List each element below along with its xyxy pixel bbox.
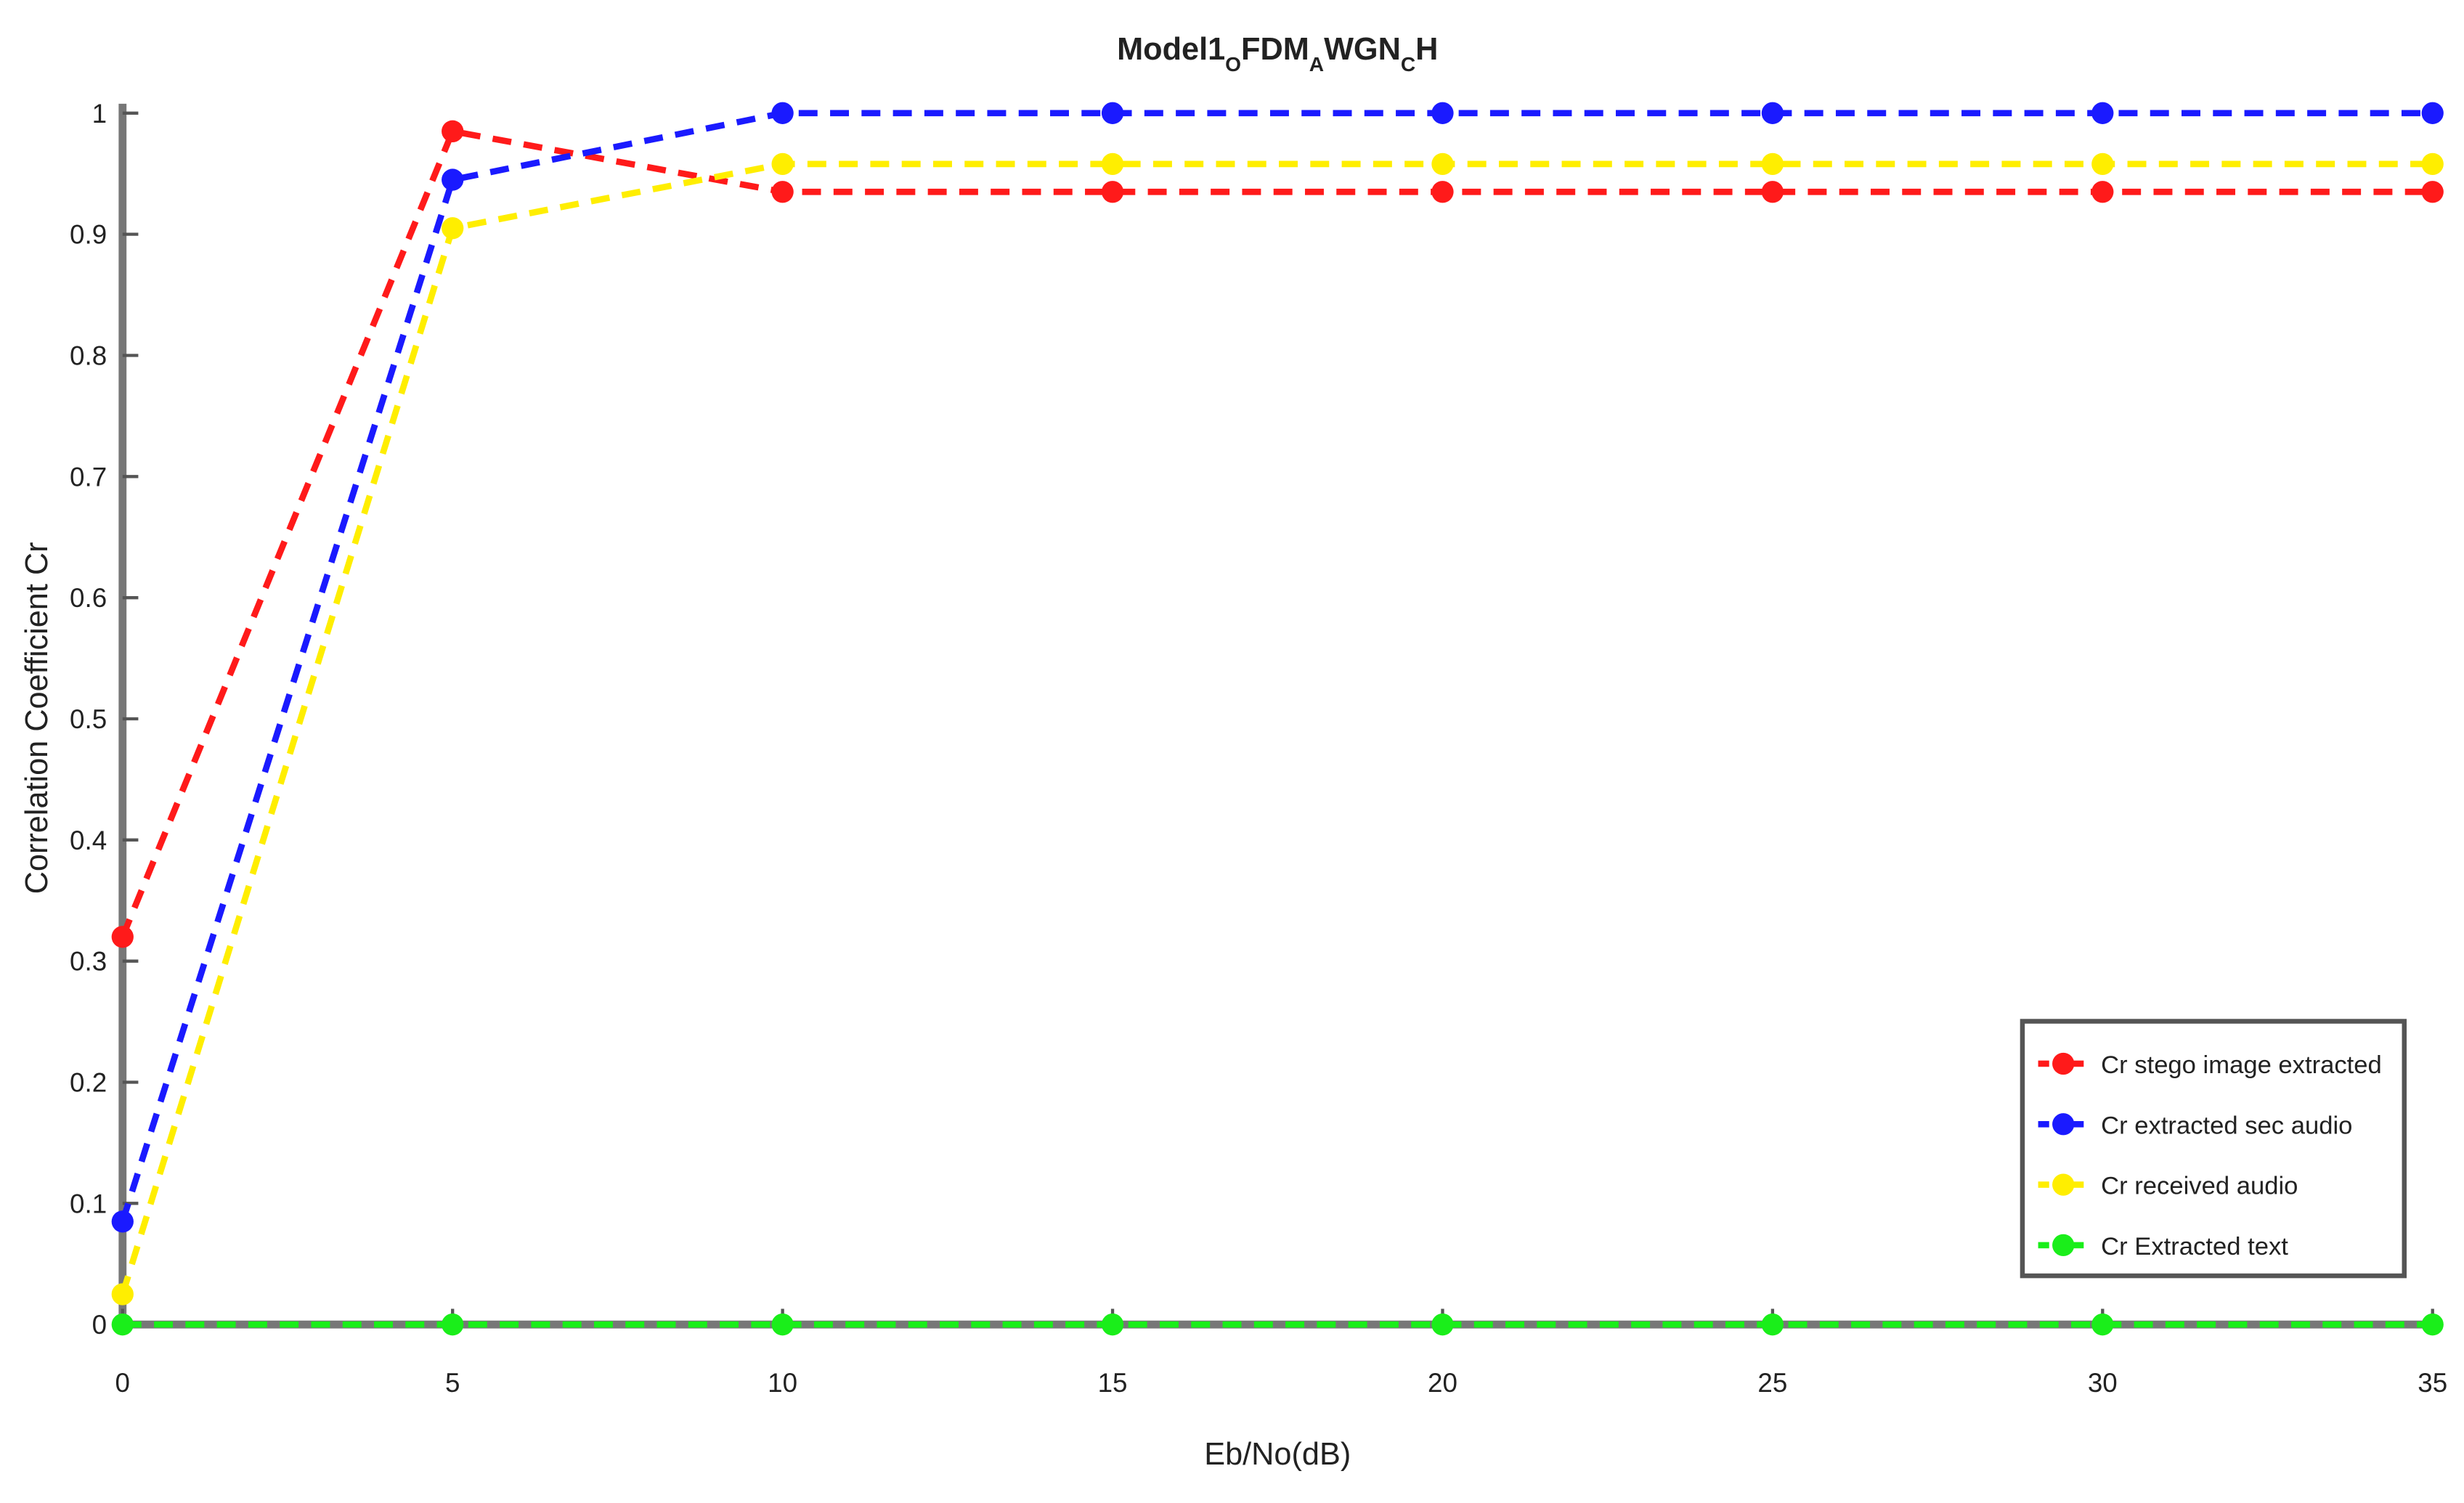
legend-label: Cr stego image extracted bbox=[2101, 1051, 2382, 1079]
data-point bbox=[1431, 1313, 1454, 1336]
data-point bbox=[1761, 181, 1784, 203]
data-point bbox=[111, 1210, 134, 1233]
data-point bbox=[111, 1313, 134, 1336]
data-point bbox=[771, 152, 794, 176]
data-point bbox=[771, 181, 794, 203]
legend-marker bbox=[2052, 1113, 2075, 1136]
title-segment: A bbox=[1309, 53, 1324, 76]
y-tick-label: 1 bbox=[92, 99, 107, 129]
y-tick-label: 0.5 bbox=[70, 704, 107, 734]
y-tick-label: 0 bbox=[92, 1310, 107, 1340]
title-segment: H bbox=[1415, 32, 1438, 67]
data-point bbox=[771, 1313, 794, 1336]
data-point bbox=[771, 102, 794, 124]
y-tick-label: 0.2 bbox=[70, 1067, 107, 1097]
data-point bbox=[111, 926, 134, 948]
data-point bbox=[1431, 102, 1454, 124]
data-point bbox=[442, 217, 464, 240]
data-point bbox=[2091, 102, 2114, 124]
legend-marker bbox=[2052, 1173, 2075, 1196]
data-point bbox=[442, 120, 464, 142]
x-tick-label: 15 bbox=[1098, 1368, 1128, 1398]
legend-box bbox=[2020, 1019, 2407, 1279]
title-segment: FDM bbox=[1241, 32, 1309, 67]
data-point bbox=[2091, 152, 2114, 176]
data-point bbox=[1431, 181, 1454, 203]
data-point bbox=[2091, 181, 2114, 203]
legend-marker bbox=[2052, 1234, 2075, 1257]
data-point bbox=[1761, 102, 1784, 124]
data-point bbox=[111, 1283, 134, 1306]
x-axis-label: Eb/No(dB) bbox=[1204, 1437, 1351, 1472]
y-tick-label: 0.9 bbox=[70, 220, 107, 250]
legend-label: Cr extracted sec audio bbox=[2101, 1112, 2352, 1139]
data-point bbox=[2421, 1313, 2444, 1336]
x-tick-label: 35 bbox=[2418, 1368, 2447, 1398]
data-point bbox=[442, 168, 464, 191]
series-line bbox=[119, 127, 2433, 938]
title-segment: C bbox=[1401, 53, 1415, 76]
data-point bbox=[2421, 102, 2444, 124]
legend-marker bbox=[2052, 1052, 2075, 1075]
y-tick-label: 0.3 bbox=[70, 947, 107, 977]
data-point bbox=[1101, 1313, 1124, 1336]
y-tick-label: 0.8 bbox=[70, 341, 107, 370]
data-point bbox=[2421, 181, 2444, 203]
legend: Cr stego image extracted Cr extracted sec… bbox=[2020, 1019, 2407, 1279]
chart-title: Model1OFDMAWGNCH bbox=[1117, 32, 1438, 76]
data-point bbox=[2421, 152, 2444, 176]
data-point bbox=[1101, 181, 1124, 203]
y-tick-label: 0.4 bbox=[70, 826, 107, 855]
title-segment: O bbox=[1225, 53, 1241, 76]
data-point bbox=[1431, 152, 1454, 176]
y-axis-label: Correlation Coefficient Cr bbox=[20, 542, 54, 894]
x-tick-label: 5 bbox=[445, 1368, 460, 1398]
x-tick-label: 20 bbox=[1428, 1368, 1457, 1398]
title-segment: WGN bbox=[1324, 32, 1401, 67]
legend-label: Cr Extracted text bbox=[2101, 1233, 2288, 1260]
y-tick-label: 0.1 bbox=[70, 1189, 107, 1218]
data-point bbox=[442, 1313, 464, 1336]
x-tick-label: 30 bbox=[2088, 1368, 2118, 1398]
x-tick-label: 25 bbox=[1757, 1368, 1787, 1398]
title-segment: Model1 bbox=[1117, 32, 1225, 67]
x-tick-label: 10 bbox=[768, 1368, 797, 1398]
data-point bbox=[1101, 102, 1124, 124]
x-tick-label: 0 bbox=[115, 1368, 130, 1398]
series-line bbox=[119, 110, 2433, 1223]
legend-label: Cr received audio bbox=[2101, 1173, 2298, 1200]
data-point bbox=[2091, 1313, 2114, 1336]
data-point bbox=[1101, 152, 1124, 176]
y-tick-label: 0.6 bbox=[70, 583, 107, 613]
series-line bbox=[119, 160, 2433, 1295]
data-point bbox=[1761, 1313, 1784, 1336]
data-point bbox=[1761, 152, 1784, 176]
y-tick-label: 0.7 bbox=[70, 462, 107, 492]
